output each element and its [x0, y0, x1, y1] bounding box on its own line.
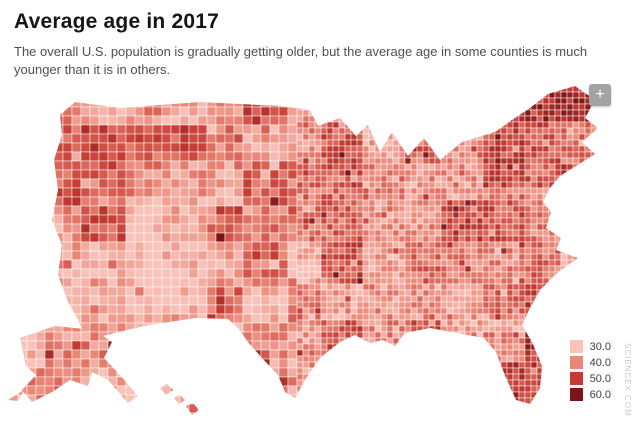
legend-label: 40.0 — [589, 356, 611, 369]
legend-swatch — [569, 372, 583, 386]
legend-row: 30.0 — [569, 340, 611, 354]
legend-swatch — [569, 340, 583, 354]
legend-row: 60.0 — [569, 388, 611, 402]
legend-row: 40.0 — [569, 356, 611, 370]
legend-swatch — [569, 356, 583, 370]
legend-label: 50.0 — [589, 372, 611, 385]
legend-label: 60.0 — [589, 388, 611, 401]
us-choropleth-map[interactable] — [0, 80, 633, 421]
page-subtitle: The overall U.S. population is gradually… — [14, 44, 588, 77]
page-title: Average age in 2017 — [14, 10, 219, 33]
map-container: + 30.0 40.0 50.0 60.0 SCIENCEX.COM — [0, 80, 633, 421]
legend-row: 50.0 — [569, 372, 611, 386]
legend-label: 30.0 — [589, 340, 611, 353]
county-cells — [8, 86, 598, 416]
map-legend: 30.0 40.0 50.0 60.0 — [561, 330, 621, 412]
zoom-in-button[interactable]: + — [589, 84, 611, 107]
watermark: SCIENCEX.COM — [623, 343, 632, 418]
header: Average age in 2017 The overall U.S. pop… — [0, 0, 633, 78]
legend-swatch — [569, 388, 583, 402]
